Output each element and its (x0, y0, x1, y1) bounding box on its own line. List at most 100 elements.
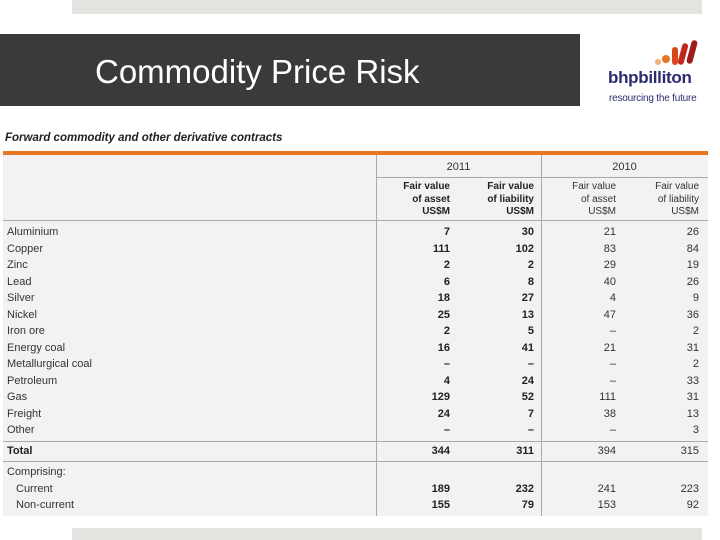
table-heading: Forward commodity and other derivative c… (5, 132, 283, 144)
table-cell: 31 (686, 341, 699, 354)
table-cell: 26 (686, 275, 699, 288)
table-cell: – (527, 358, 534, 370)
table-cell: 26 (686, 226, 699, 238)
table-cell: 27 (521, 292, 534, 304)
column-header: Fair value of asset US$M (374, 181, 450, 219)
row-label: Total (7, 445, 33, 457)
column-header-line: US$M (671, 206, 699, 217)
table-cell: 2 (527, 259, 534, 271)
column-header-line: of asset (412, 193, 450, 205)
table-cell: 6 (443, 275, 450, 288)
table-cell: 18 (437, 292, 450, 304)
table-row: Petroleum 4 24 – 33 (0, 373, 720, 390)
table-cell: 189 (431, 482, 450, 495)
table-cell: 13 (521, 308, 534, 321)
table-cell: 31 (686, 391, 699, 403)
table-cell: 155 (431, 499, 450, 511)
table-cell: 394 (597, 445, 616, 457)
table-cell: – (527, 424, 534, 436)
table-cell: 47 (603, 308, 616, 321)
table-cell: 25 (437, 308, 450, 321)
table-cell: 16 (437, 341, 450, 354)
table-cell: 223 (680, 482, 699, 495)
column-header-line: US$M (506, 206, 534, 217)
row-label: Silver (7, 292, 35, 304)
table-cell: – (609, 358, 616, 370)
column-header: Fair value of asset US$M (540, 181, 616, 219)
table-row: Gas 129 52 111 31 (0, 389, 720, 406)
column-header: Fair value of liability US$M (623, 181, 699, 219)
table-cell: 38 (603, 407, 616, 420)
row-label: Petroleum (7, 374, 58, 387)
table-cell: 2 (692, 358, 699, 370)
row-label: Freight (7, 407, 42, 420)
row-label: Gas (7, 391, 28, 403)
table-cell: 83 (603, 242, 616, 255)
table-row: Non-current 155 79 153 92 (0, 497, 720, 514)
column-header-line: US$M (422, 206, 450, 217)
top-decoration-bar (72, 0, 702, 14)
table-cell: 232 (515, 482, 534, 495)
table-cell: – (609, 374, 616, 387)
table-row: Nickel 25 13 47 36 (0, 307, 720, 324)
table-cell: 92 (686, 499, 699, 511)
table-cell: – (609, 424, 616, 436)
table-divider (3, 461, 708, 462)
table-divider (3, 220, 708, 221)
table-cell: 36 (686, 308, 699, 321)
row-label: Energy coal (7, 341, 66, 354)
row-label: Metallurgical coal (7, 358, 92, 370)
table-row: Zinc 2 2 29 19 (0, 257, 720, 274)
table-cell: 4 (443, 374, 450, 387)
table-cell: 129 (431, 391, 450, 403)
table-cell: 315 (680, 445, 699, 457)
table-cell: 40 (603, 275, 616, 288)
table-row: Iron ore 2 5 – 2 (0, 323, 720, 340)
table-cell: 24 (437, 407, 450, 420)
column-header-line: of liability (657, 193, 699, 205)
table-row: Metallurgical coal – – – 2 (0, 356, 720, 373)
year-header-2010: 2010 (612, 161, 637, 173)
table-cell: 5 (527, 325, 534, 337)
row-label: Lead (7, 275, 32, 288)
row-label: Non-current (16, 499, 75, 511)
table-cell: 3 (692, 424, 699, 436)
table-cell: – (443, 358, 450, 370)
table-row: Other – – – 3 (0, 422, 720, 439)
column-header-line: of asset (580, 193, 616, 205)
table-cell: 41 (521, 341, 534, 354)
slide-title: Commodity Price Risk (95, 53, 420, 90)
column-header-line: Fair value (572, 181, 616, 192)
table-cell: 153 (597, 499, 616, 511)
table-divider (376, 155, 377, 516)
company-logo: bhpbilliton resourcing the future (604, 38, 714, 108)
table-row: Freight 24 7 38 13 (0, 406, 720, 423)
logo-wordmark: bhpbilliton (608, 68, 692, 87)
table-cell: 13 (686, 407, 699, 420)
column-header-line: Fair value (403, 181, 450, 192)
table-cell: 4 (609, 292, 616, 304)
row-label: Other (7, 424, 35, 436)
table-cell: – (443, 424, 450, 436)
row-label: Current (16, 482, 53, 495)
title-band (0, 34, 580, 106)
table-cell: 2 (692, 325, 699, 337)
total-row: Total 344 311 394 315 (0, 443, 720, 460)
table-cell: 30 (521, 226, 534, 238)
row-label: Iron ore (7, 325, 45, 337)
table-cell: 8 (527, 275, 534, 288)
comprising-label: Comprising: (7, 466, 66, 478)
table-row: Lead 6 8 40 26 (0, 274, 720, 291)
table-cell: 52 (521, 391, 534, 403)
table-cell: 2 (443, 259, 450, 271)
table-row: Current 189 232 241 223 (0, 481, 720, 498)
table-cell: 241 (597, 482, 616, 495)
table-cell: 84 (686, 242, 699, 255)
row-label: Aluminium (7, 226, 59, 238)
row-label: Zinc (7, 259, 28, 271)
table-cell: 7 (527, 407, 534, 420)
table-row: Copper 111 102 83 84 (0, 241, 720, 258)
row-label: Nickel (7, 308, 37, 321)
table-cell: 9 (692, 292, 699, 304)
table-cell: 2 (443, 325, 450, 337)
